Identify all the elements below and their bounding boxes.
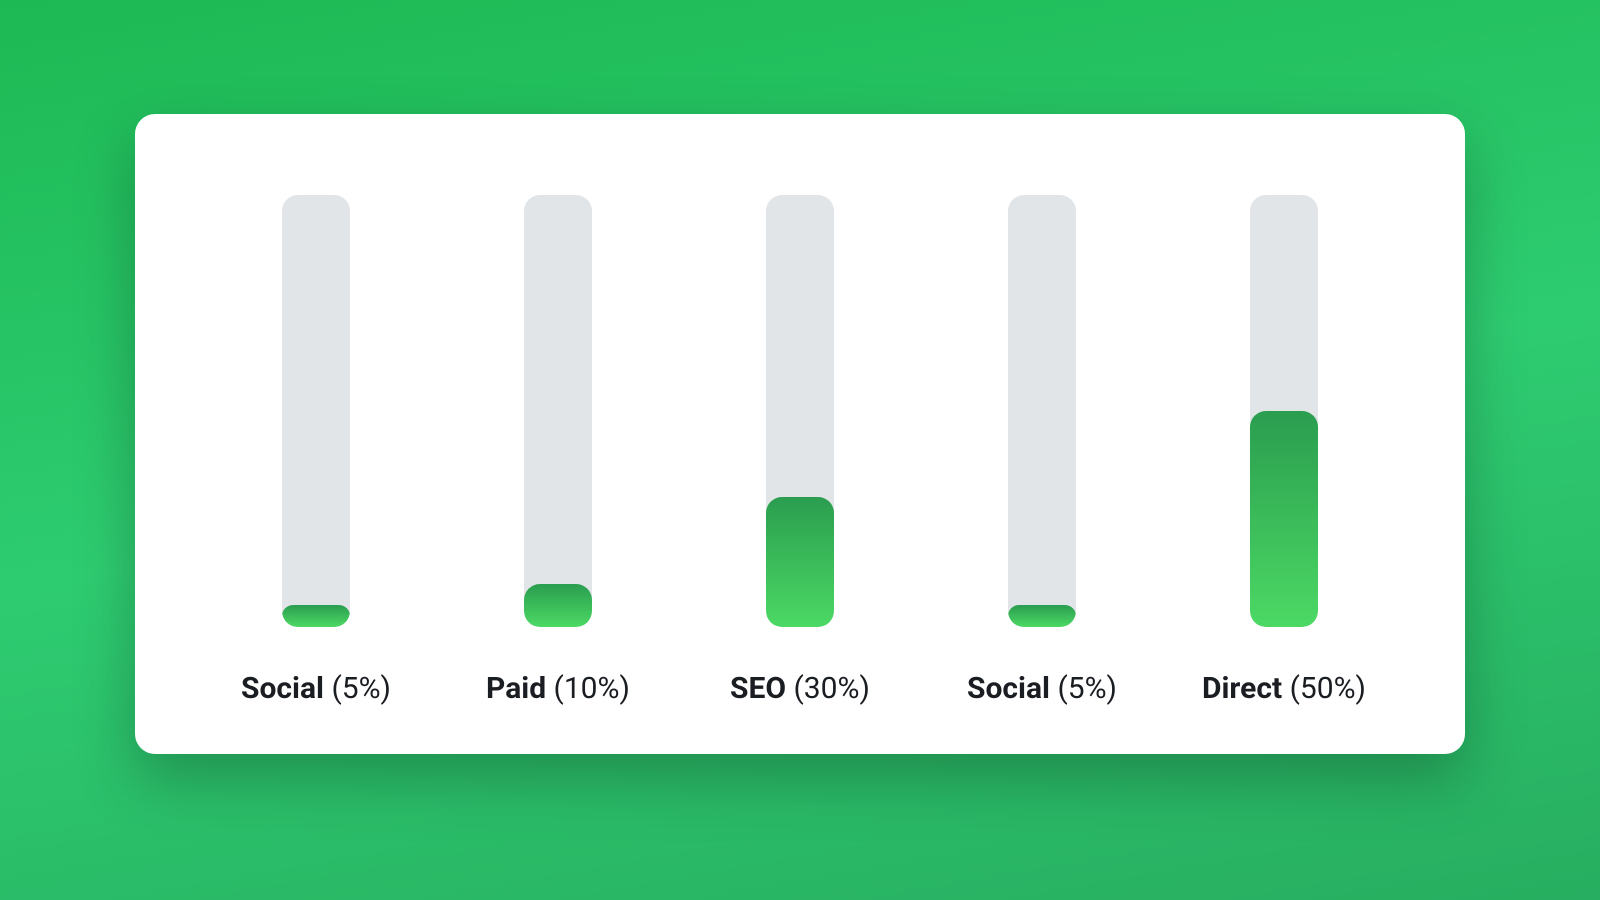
bar-percent: (10%) (554, 671, 630, 706)
bar-percent: (50%) (1290, 671, 1366, 706)
chart-card: Social (5%) Paid (10%) SEO (30%) Social … (135, 114, 1465, 754)
bar-name: SEO (730, 671, 786, 706)
bar-label: Direct (50%) (1202, 671, 1366, 706)
bar-name: Social (967, 671, 1050, 706)
bar-group: Direct (50%) (1163, 195, 1405, 706)
bar-group: Social (5%) (921, 195, 1163, 706)
bar-fill (282, 605, 350, 627)
bar-track (766, 195, 834, 627)
bar-label: Paid (10%) (486, 671, 630, 706)
bar-percent: (30%) (794, 671, 870, 706)
bar-name: Direct (1202, 671, 1282, 706)
bar-track (524, 195, 592, 627)
bar-group: Social (5%) (195, 195, 437, 706)
bar-percent: (5%) (1057, 671, 1117, 706)
bar-fill (1008, 605, 1076, 627)
bar-fill (766, 497, 834, 627)
bar-track (1008, 195, 1076, 627)
bar-percent: (5%) (331, 671, 391, 706)
bar-group: Paid (10%) (437, 195, 679, 706)
bar-group: SEO (30%) (679, 195, 921, 706)
bar-fill (1250, 411, 1318, 627)
bar-name: Paid (486, 671, 546, 706)
bar-track (1250, 195, 1318, 627)
bar-label: Social (5%) (967, 671, 1117, 706)
bar-fill (524, 584, 592, 627)
bar-name: Social (241, 671, 324, 706)
bar-label: Social (5%) (241, 671, 391, 706)
bar-label: SEO (30%) (730, 671, 870, 706)
bar-track (282, 195, 350, 627)
